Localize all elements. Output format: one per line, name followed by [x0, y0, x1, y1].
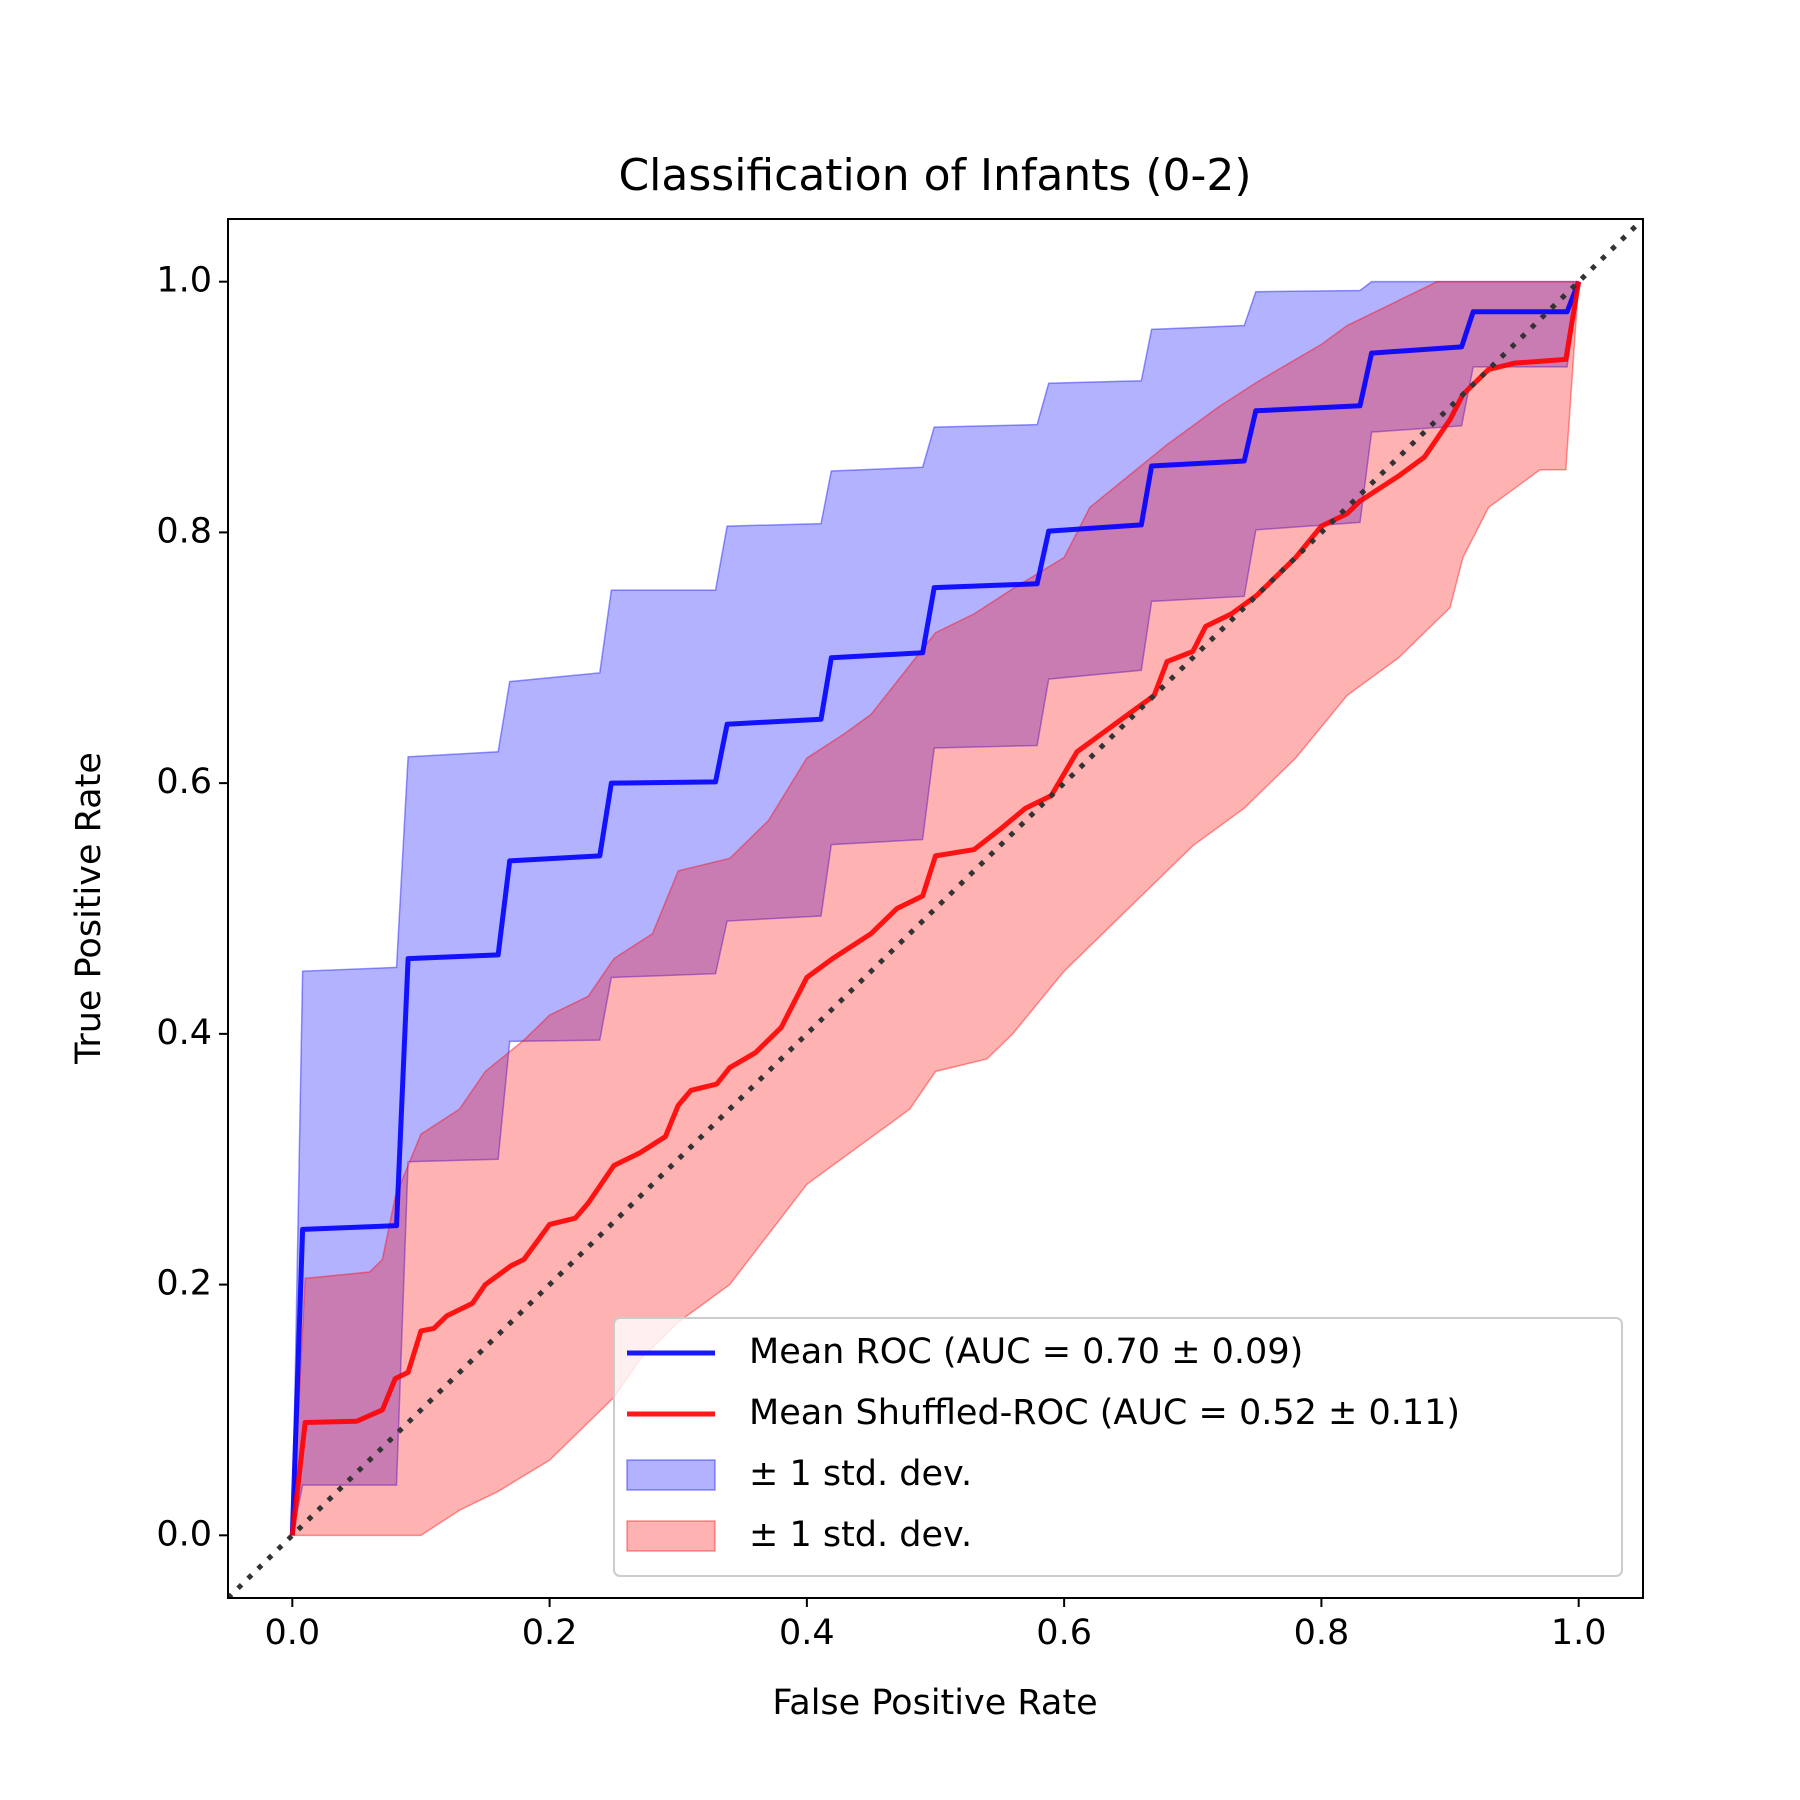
x-tick-label: 0.4 — [779, 1613, 835, 1653]
y-tick-label: 0.8 — [156, 511, 212, 551]
legend: Mean ROC (AUC = 0.70 ± 0.09) Mean Shuffle… — [613, 1317, 1623, 1577]
legend-label: ± 1 std. dev. — [749, 1454, 972, 1494]
legend-label: Mean ROC (AUC = 0.70 ± 0.09) — [749, 1332, 1303, 1372]
legend-label: Mean Shuffled-ROC (AUC = 0.52 ± 0.11) — [749, 1393, 1460, 1433]
y-axis-label: True Positive Rate — [69, 752, 109, 1065]
roc-line — [289, 281, 1582, 1536]
legend-patch — [626, 1459, 716, 1491]
x-tick-label: 1.0 — [1551, 1613, 1607, 1653]
y-tick-label: 0.6 — [156, 762, 212, 802]
axes-frame — [227, 218, 1644, 1599]
std-band — [291, 280, 1580, 1536]
x-tick-label: 0.6 — [1036, 1613, 1092, 1653]
x-axis-label: False Positive Rate — [772, 1683, 1097, 1723]
x-tick-label: 0.8 — [1294, 1613, 1350, 1653]
plot-area — [228, 219, 1643, 1598]
legend-box — [613, 1317, 1623, 1577]
y-tick-label: 0.2 — [156, 1264, 212, 1304]
legend-label: ± 1 std. dev. — [749, 1515, 972, 1555]
roc-line — [289, 280, 1582, 1536]
legend-patch — [626, 1520, 716, 1552]
y-tick-label: 1.0 — [156, 261, 212, 301]
y-tick-label: 0.0 — [156, 1514, 212, 1554]
y-tick-label: 0.4 — [156, 1013, 212, 1053]
x-tick-label: 0.2 — [522, 1613, 578, 1653]
x-tick-label: 0.0 — [264, 1613, 320, 1653]
chart-title: Classification of Infants (0-2) — [618, 150, 1251, 201]
